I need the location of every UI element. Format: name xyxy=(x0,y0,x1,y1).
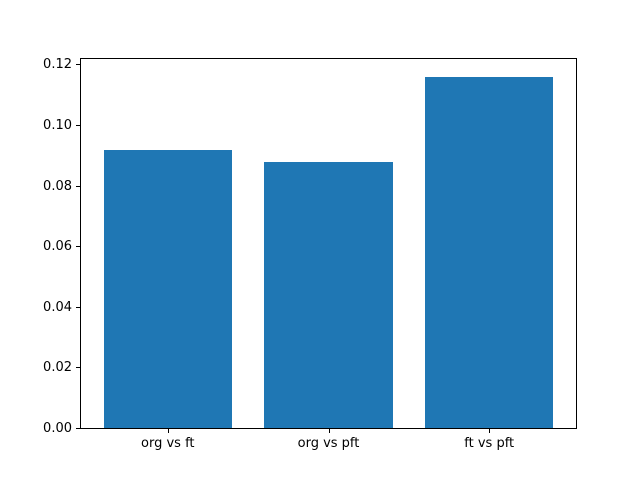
x-tick-mark xyxy=(167,429,169,433)
x-tick-label: org vs pft xyxy=(297,436,360,451)
y-tick-label: 0.04 xyxy=(43,299,72,315)
y-tick-mark xyxy=(76,306,80,308)
y-tick-mark xyxy=(76,64,80,66)
y-tick-label: 0.00 xyxy=(43,421,72,436)
y-tick-mark xyxy=(76,125,80,127)
y-tick-label: 0.06 xyxy=(43,239,72,255)
plot-area xyxy=(80,58,577,429)
y-tick-label: 0.12 xyxy=(43,57,72,73)
y-tick-label: 0.10 xyxy=(43,118,72,134)
y-tick-label: 0.08 xyxy=(43,178,72,194)
y-tick-mark xyxy=(76,246,80,248)
x-tick-mark xyxy=(489,429,491,433)
y-tick-mark xyxy=(76,367,80,369)
x-tick-label: ft vs pft xyxy=(464,436,515,451)
y-tick-label: 0.02 xyxy=(43,360,72,376)
bar-ft-vs-pft xyxy=(424,76,554,428)
bar-org-vs-ft xyxy=(103,149,233,428)
y-tick-mark xyxy=(76,185,80,187)
x-tick-label: org vs ft xyxy=(141,436,195,451)
y-tick-mark xyxy=(76,428,80,429)
x-tick-mark xyxy=(328,429,330,433)
bar-org-vs-pft xyxy=(264,162,393,428)
